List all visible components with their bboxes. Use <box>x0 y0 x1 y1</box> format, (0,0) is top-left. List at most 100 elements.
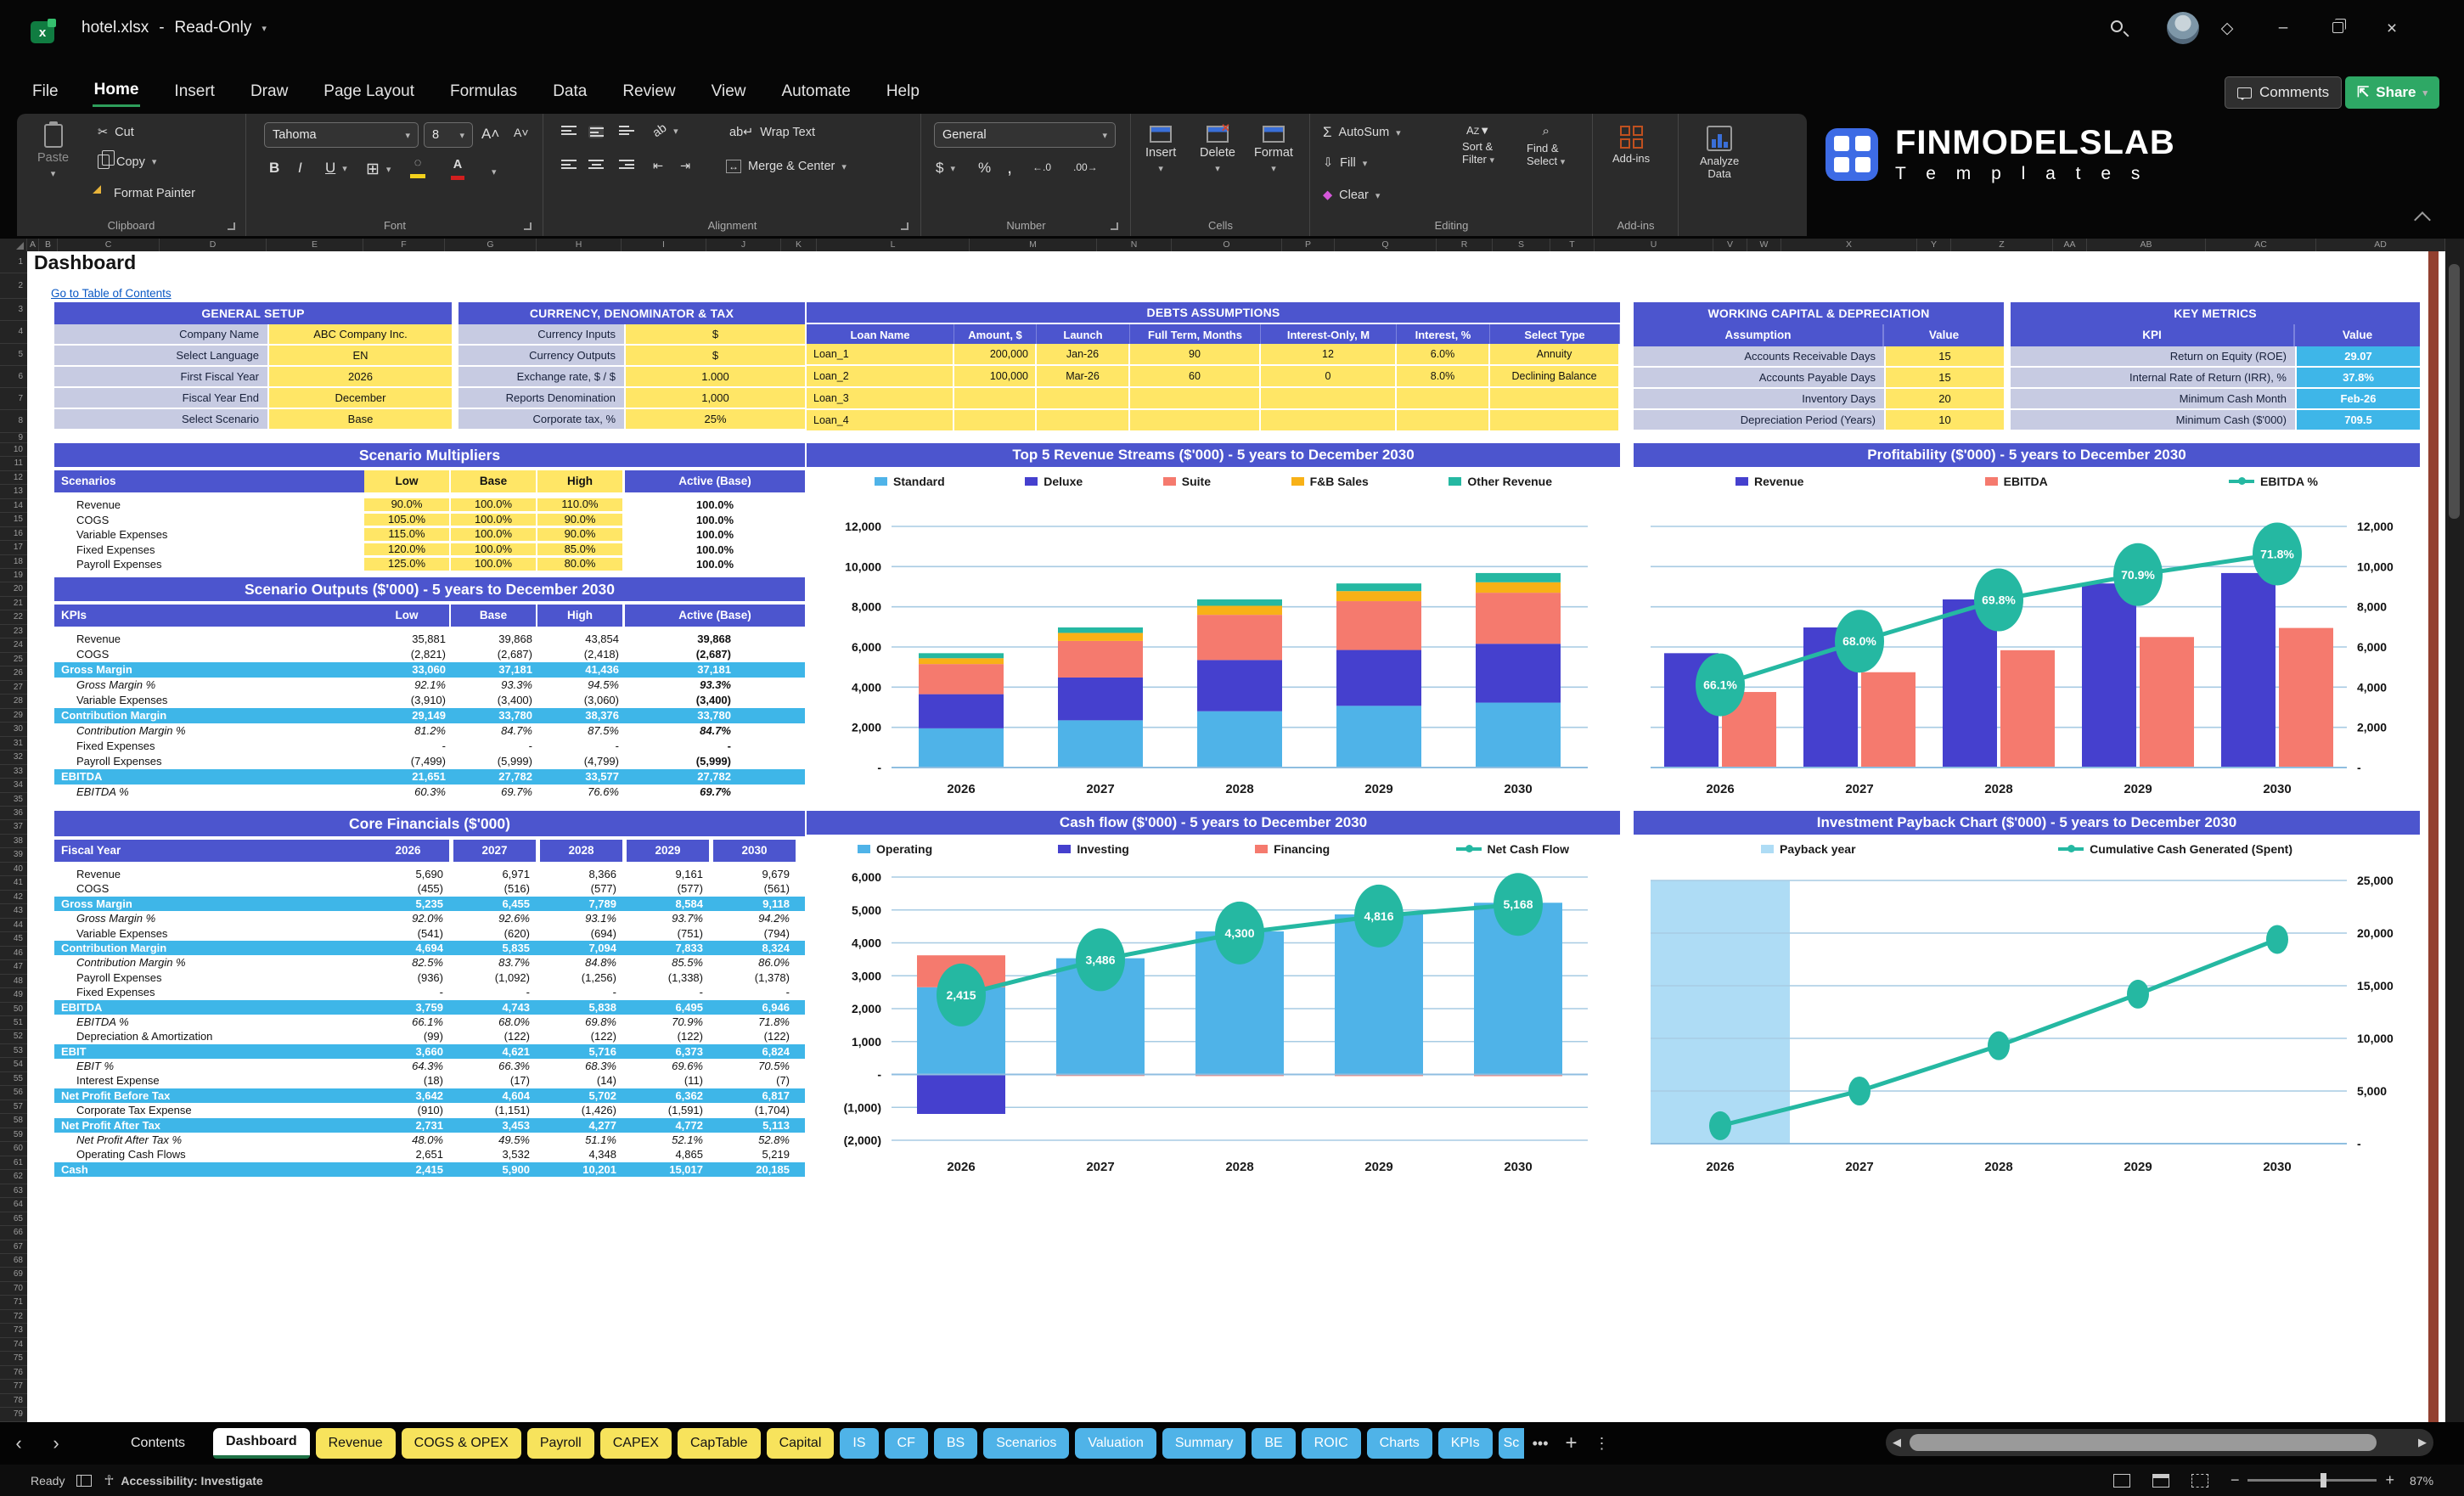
row-label-cell[interactable]: Revenue <box>76 498 121 511</box>
row-header-58[interactable]: 58 <box>0 1114 27 1128</box>
value-cell[interactable]: 10,201 <box>582 1162 616 1176</box>
value-cell[interactable]: 51.1% <box>585 1133 616 1147</box>
sheet-tab-revenue[interactable]: Revenue <box>315 1428 396 1459</box>
value-cell[interactable]: 1.000 <box>624 367 805 388</box>
value-cell[interactable]: 100.0% <box>695 558 734 571</box>
value-cell[interactable]: 64.3% <box>412 1060 443 1073</box>
row-label-cell[interactable]: EBIT % <box>76 1060 115 1073</box>
row-label-cell[interactable]: Inventory Days <box>1634 389 1884 410</box>
row-header-33[interactable]: 33 <box>0 765 27 779</box>
comments-button[interactable]: Comments <box>2225 76 2343 109</box>
value-cell[interactable]: 115.0% <box>364 528 449 541</box>
row-label-cell[interactable]: Contribution Margin <box>61 709 167 722</box>
row-label-cell[interactable]: Reports Denomination <box>458 388 624 409</box>
value-cell[interactable] <box>1397 410 1490 432</box>
delete-cells-button[interactable]: Delete▾ <box>1200 121 1235 174</box>
row-label-cell[interactable]: Depreciation & Amortization <box>76 1030 213 1043</box>
value-cell[interactable]: 84.7% <box>501 724 532 737</box>
row-label-cell[interactable]: Operating Cash Flows <box>76 1148 186 1161</box>
value-cell[interactable]: 9,161 <box>675 868 703 880</box>
column-header-cell[interactable]: Scenarios <box>54 470 387 492</box>
value-cell[interactable]: 27,782 <box>697 770 731 783</box>
value-cell[interactable]: 0 <box>1261 366 1397 388</box>
value-cell[interactable]: 6,971 <box>502 868 530 880</box>
value-cell[interactable]: (2,821) <box>410 648 446 661</box>
value-cell[interactable]: 100.0% <box>451 558 536 571</box>
row-header-72[interactable]: 72 <box>0 1310 27 1324</box>
decrease-decimal-button[interactable]: .00→ <box>1073 161 1098 173</box>
table-of-contents-link[interactable]: Go to Table of Contents <box>51 287 172 300</box>
column-header-P[interactable]: P <box>1282 239 1335 251</box>
value-cell[interactable]: - <box>526 986 530 999</box>
row-label-cell[interactable]: Variable Expenses <box>76 528 168 542</box>
row-header-23[interactable]: 23 <box>0 625 27 639</box>
column-header-M[interactable]: M <box>970 239 1097 251</box>
value-cell[interactable]: 69.7% <box>700 785 731 798</box>
row-header-35[interactable]: 35 <box>0 793 27 807</box>
alignment-dialog-launcher[interactable] <box>901 222 909 230</box>
row-header-14[interactable]: 14 <box>0 499 27 514</box>
value-cell[interactable]: 92.1% <box>414 678 446 691</box>
collapse-ribbon-icon[interactable] <box>2414 211 2431 228</box>
row-header-66[interactable]: 66 <box>0 1226 27 1240</box>
value-cell[interactable]: (122) <box>503 1030 530 1043</box>
row-header-68[interactable]: 68 <box>0 1254 27 1268</box>
column-header-T[interactable]: T <box>1550 239 1595 251</box>
sheet-tab-dashboard[interactable]: Dashboard <box>213 1428 310 1459</box>
row-label-cell[interactable]: Variable Expenses <box>76 926 168 940</box>
value-cell[interactable]: (1,256) <box>581 970 616 984</box>
row-header-7[interactable]: 7 <box>0 388 27 411</box>
row-header-36[interactable]: 36 <box>0 807 27 821</box>
value-cell[interactable]: 6,373 <box>675 1044 703 1058</box>
row-label-cell[interactable]: Fixed Expenses <box>76 543 155 556</box>
value-cell[interactable]: 52.8% <box>758 1133 790 1147</box>
search-icon[interactable] <box>2102 19 2131 37</box>
format-painter-button[interactable]: Format Painter <box>93 185 195 202</box>
percent-style-button[interactable]: % <box>978 160 992 176</box>
table-title[interactable]: Core Financials ($'000) <box>54 811 805 836</box>
value-cell[interactable]: 100.0% <box>451 528 536 541</box>
row-header-53[interactable]: 53 <box>0 1044 27 1059</box>
column-header-cell[interactable]: KPIs <box>54 605 387 627</box>
column-header-cell[interactable]: Interest-Only, M <box>1261 324 1397 344</box>
row-label-cell[interactable]: Contribution Margin % <box>76 956 186 970</box>
row-label-cell[interactable]: EBIT <box>61 1044 87 1058</box>
sheet-tab-kpis[interactable]: KPIs <box>1437 1428 1493 1459</box>
value-cell[interactable]: 90.0% <box>364 498 449 511</box>
value-cell[interactable]: - <box>612 986 616 999</box>
row-label-cell[interactable]: Cash <box>61 1162 88 1176</box>
column-header-H[interactable]: H <box>537 239 622 251</box>
next-sheet-arrow[interactable]: › <box>53 1432 59 1454</box>
row-header-27[interactable]: 27 <box>0 681 27 695</box>
align-center-button[interactable] <box>588 160 604 169</box>
column-header-cell[interactable]: 2028 <box>540 840 622 862</box>
value-cell[interactable]: (7) <box>776 1074 790 1088</box>
menu-tab-automate[interactable]: Automate <box>781 82 851 100</box>
value-cell[interactable]: 93.7% <box>672 912 703 925</box>
value-cell[interactable]: - <box>727 740 731 752</box>
value-cell[interactable]: 86.0% <box>758 956 790 970</box>
row-header-78[interactable]: 78 <box>0 1394 27 1409</box>
row-header-1[interactable]: 1 <box>0 251 27 273</box>
row-header-5[interactable]: 5 <box>0 344 27 366</box>
row-header-26[interactable]: 26 <box>0 666 27 681</box>
more-sheets-button[interactable]: ••• <box>1532 1434 1549 1452</box>
value-cell[interactable]: 100.0% <box>451 513 536 526</box>
value-cell[interactable]: 37.8% <box>2295 368 2420 389</box>
value-cell[interactable]: 93.3% <box>501 678 532 691</box>
row-header-10[interactable]: 10 <box>0 443 27 458</box>
row-label-cell[interactable]: Payroll Expenses <box>76 558 162 571</box>
column-header-AB[interactable]: AB <box>2087 239 2206 251</box>
row-label-cell[interactable]: COGS <box>76 513 110 526</box>
value-cell[interactable]: (910) <box>417 1104 443 1117</box>
column-header-cell[interactable]: Active (Base) <box>625 470 805 492</box>
addins-button[interactable]: Add-ins <box>1612 126 1650 165</box>
avatar[interactable] <box>2167 12 2199 44</box>
value-cell[interactable]: 66.3% <box>498 1060 530 1073</box>
value-cell[interactable]: 90.0% <box>537 528 622 541</box>
column-header-W[interactable]: W <box>1747 239 1781 251</box>
value-cell[interactable]: 82.5% <box>412 956 443 970</box>
value-cell[interactable]: $ <box>624 346 805 367</box>
zoom-slider-thumb[interactable] <box>2321 1473 2327 1488</box>
row-label-cell[interactable]: Minimum Cash Month <box>2011 389 2295 410</box>
